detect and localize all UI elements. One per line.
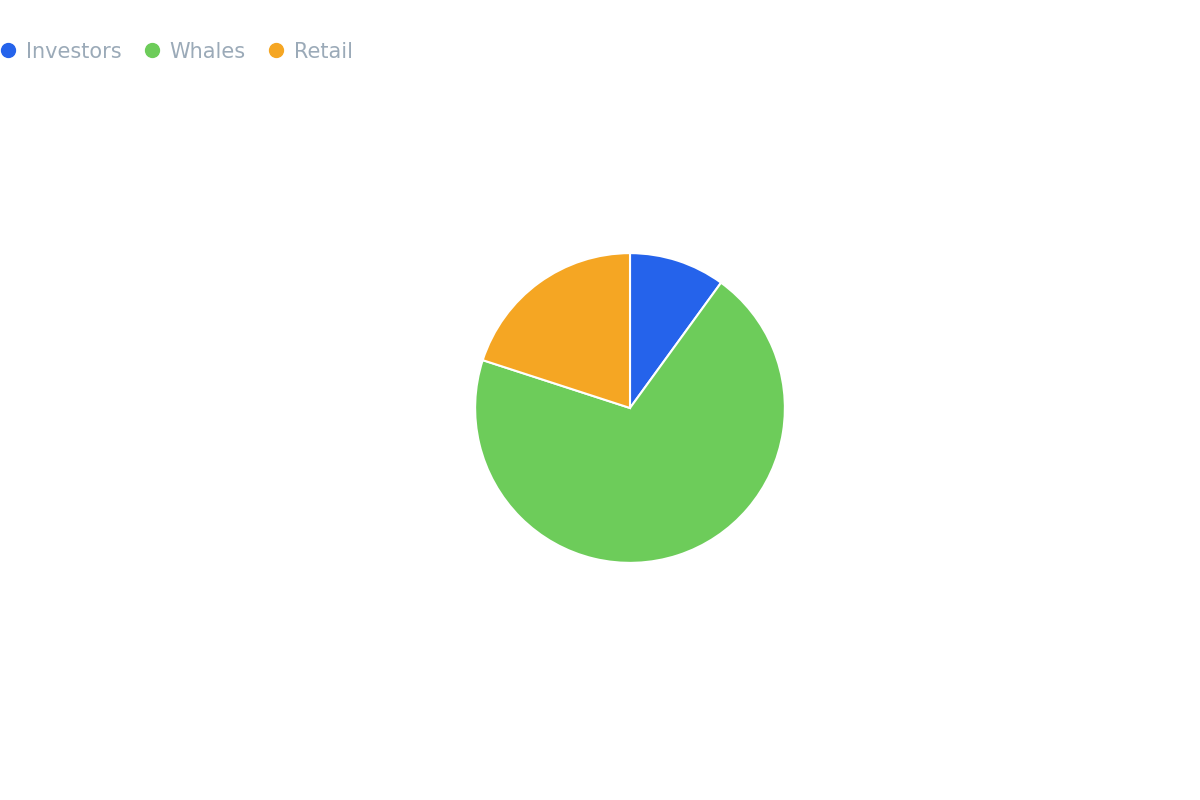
Legend: Investors, Whales, Retail: Investors, Whales, Retail xyxy=(0,31,364,73)
Wedge shape xyxy=(475,282,785,563)
Wedge shape xyxy=(482,253,630,408)
Wedge shape xyxy=(630,253,721,408)
